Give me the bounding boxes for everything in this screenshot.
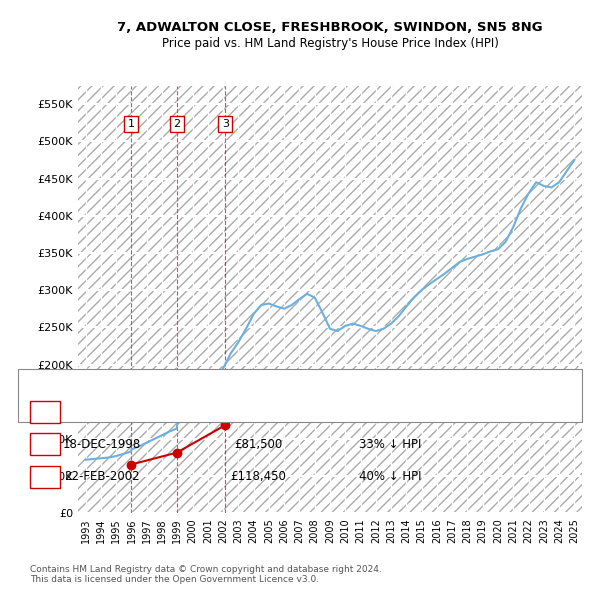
Text: 1: 1 (41, 405, 49, 418)
Text: 1: 1 (127, 119, 134, 129)
Text: £118,450: £118,450 (230, 470, 286, 483)
Text: 2: 2 (173, 119, 180, 129)
Text: Price paid vs. HM Land Registry's House Price Index (HPI): Price paid vs. HM Land Registry's House … (161, 37, 499, 50)
Text: 7, ADWALTON CLOSE, FRESHBROOK, SWINDON, SN5 8NG: 7, ADWALTON CLOSE, FRESHBROOK, SWINDON, … (117, 21, 543, 34)
Text: 29% ↓ HPI: 29% ↓ HPI (359, 405, 421, 418)
Text: £81,500: £81,500 (234, 438, 282, 451)
Text: ──: ── (48, 384, 65, 398)
Text: £65,500: £65,500 (234, 405, 282, 418)
Text: 7, ADWALTON CLOSE, FRESHBROOK, SWINDON, SN5 8NG (detached house): 7, ADWALTON CLOSE, FRESHBROOK, SWINDON, … (78, 374, 472, 384)
Text: Contains HM Land Registry data © Crown copyright and database right 2024.: Contains HM Land Registry data © Crown c… (30, 565, 382, 574)
Text: 18-DEC-1998: 18-DEC-1998 (63, 438, 141, 451)
Text: 2: 2 (41, 438, 49, 451)
Text: 22-FEB-2002: 22-FEB-2002 (64, 470, 140, 483)
Text: 33% ↓ HPI: 33% ↓ HPI (359, 438, 421, 451)
Text: HPI: Average price, detached house, Swindon: HPI: Average price, detached house, Swin… (78, 386, 315, 395)
Text: 40% ↓ HPI: 40% ↓ HPI (359, 470, 421, 483)
Text: 3: 3 (41, 470, 49, 483)
Text: This data is licensed under the Open Government Licence v3.0.: This data is licensed under the Open Gov… (30, 575, 319, 584)
Text: 21-DEC-1995: 21-DEC-1995 (63, 405, 141, 418)
Text: 3: 3 (222, 119, 229, 129)
Text: ──: ── (48, 372, 65, 386)
